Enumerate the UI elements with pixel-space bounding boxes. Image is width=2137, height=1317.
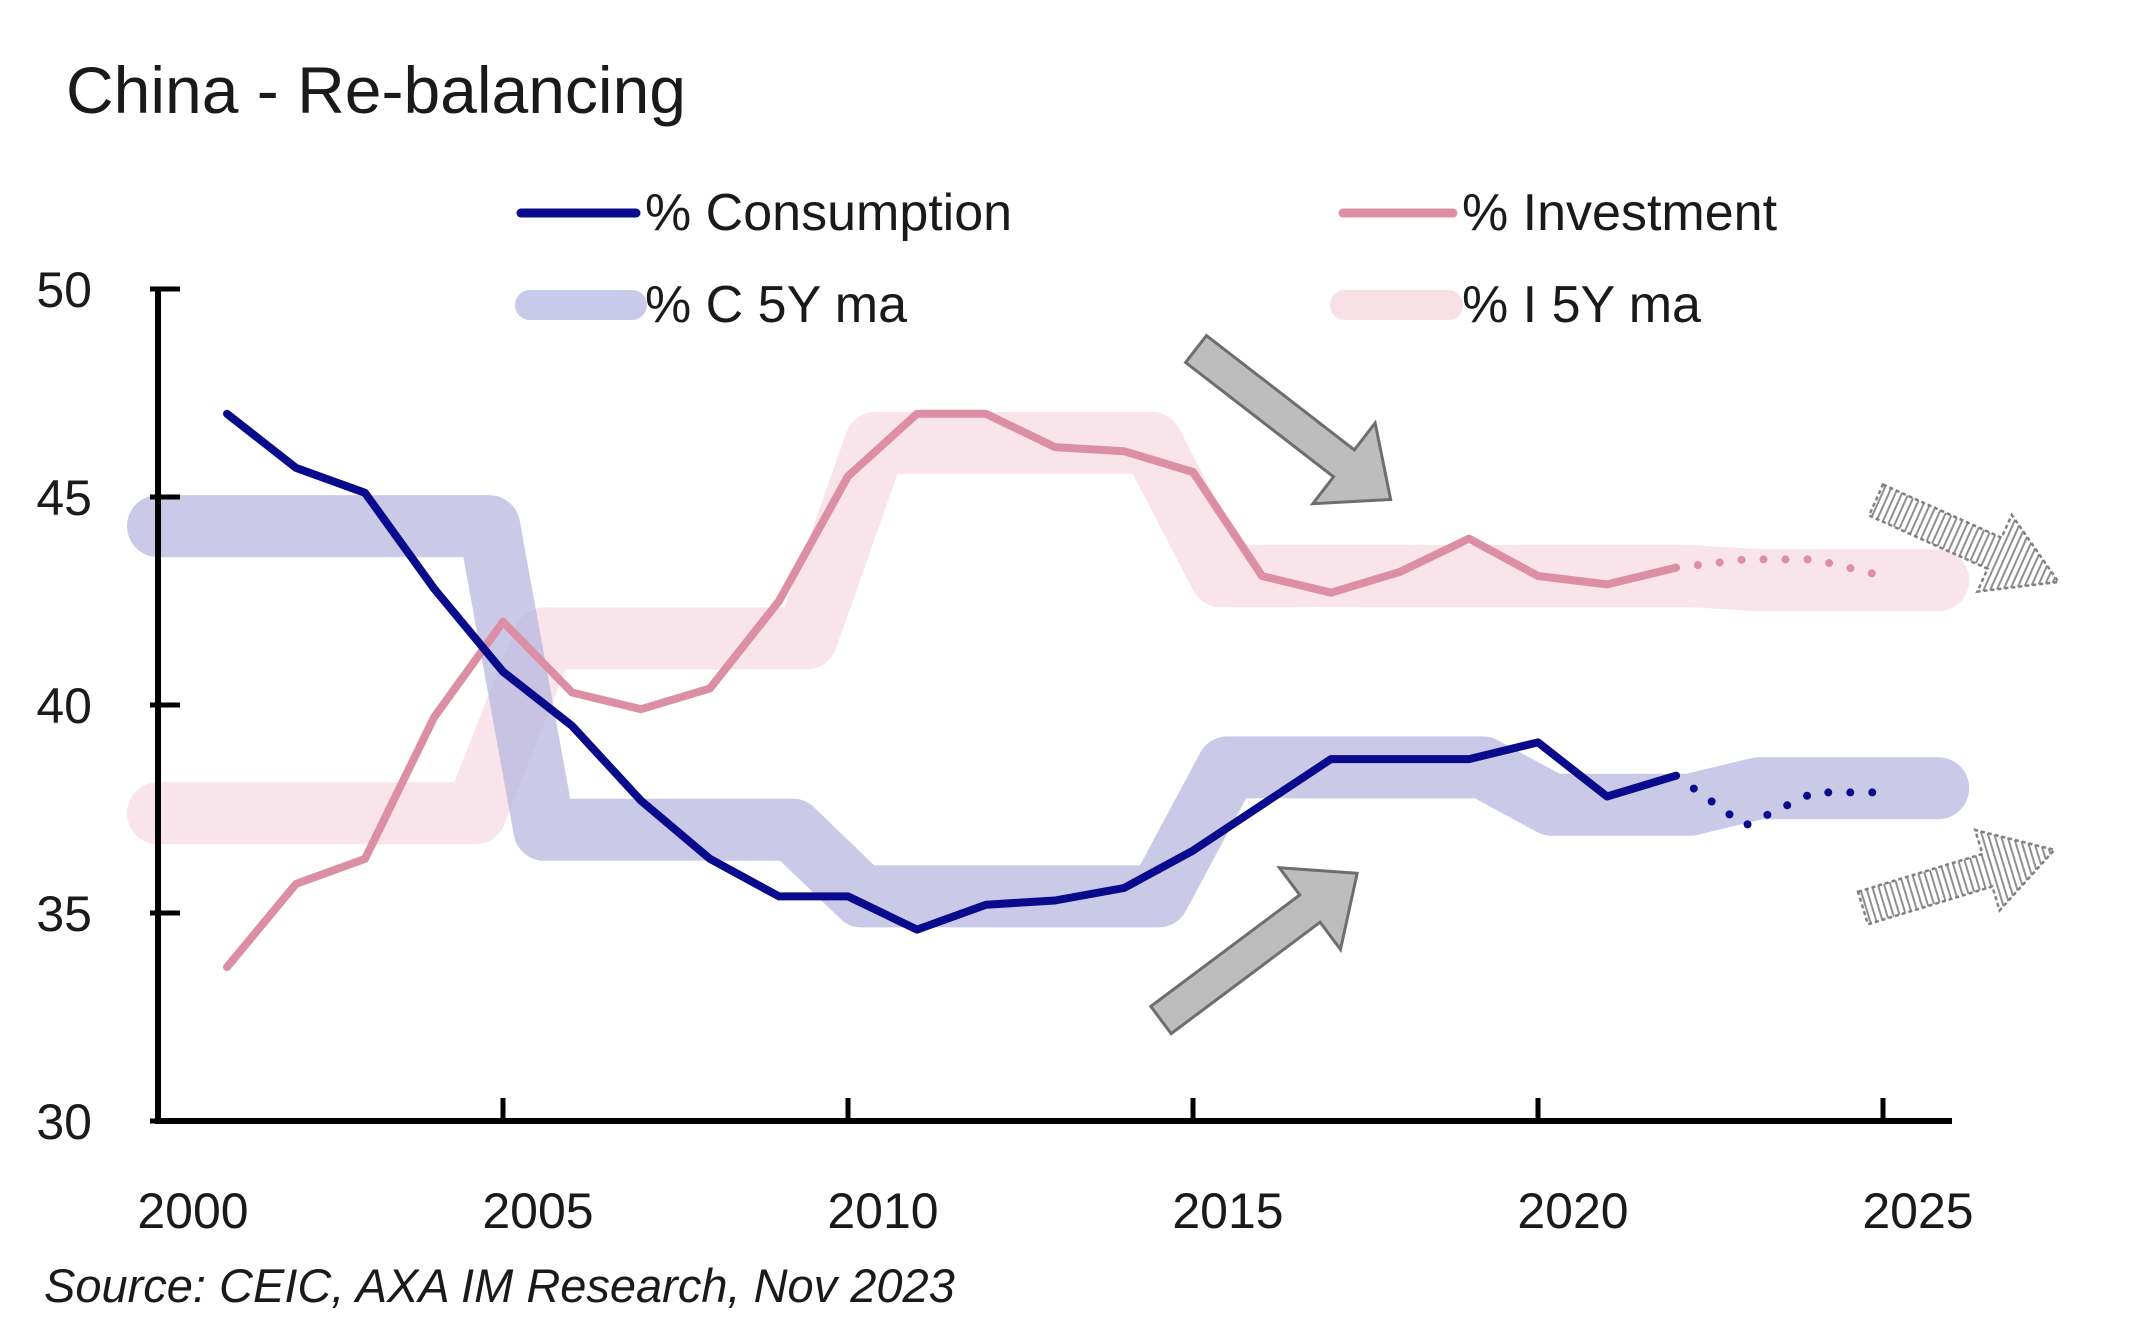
legend-label-consumption: % Consumption [645,184,1012,242]
legend-label-i-5y-ma: % I 5Y ma [1462,276,1701,334]
ma-band-c-5y [127,495,1970,928]
x-axis-ticks: 2000 2005 2010 2015 2020 2025 [137,1098,1974,1239]
moving-average-bands [127,411,1970,928]
arrow-hatched-down-right-icon [1867,482,2061,594]
x-tick-label: 2000 [137,1183,248,1239]
legend-label-c-5y-ma: % C 5Y ma [645,276,907,334]
chart-title: China - Re-balancing [66,53,687,127]
arrow-down-right-icon [1183,333,1393,506]
y-tick-label: 50 [36,262,92,318]
series-line-investment [223,409,1680,972]
x-tick-label: 2010 [827,1183,938,1239]
y-tick-label: 45 [36,470,92,526]
x-tick-label: 2025 [1862,1183,1973,1239]
series-lines [223,409,1887,972]
x-tick-label: 2005 [482,1183,593,1239]
forecast-line-consumption [1672,771,1887,831]
legend: % Consumption % Investment % C 5Y ma % I… [515,184,1778,334]
y-tick-label: 30 [36,1094,92,1150]
x-tick-label: 2015 [1172,1183,1283,1239]
legend-label-investment: % Investment [1462,184,1778,242]
arrow-up-right-icon [1148,866,1360,1036]
axes: 30 35 40 45 50 2000 2005 2010 2015 2020 2025 [36,262,1973,1239]
forecast-line-investment [1672,555,1887,580]
y-axis-ticks: 30 35 40 45 50 [36,262,180,1150]
annotation-arrows [1148,333,2061,1036]
arrow-hatched-up-right-icon [1856,828,2057,926]
y-tick-label: 35 [36,886,92,942]
y-tick-label: 40 [36,678,92,734]
series-line-consumption [223,409,1680,934]
source-note: Source: CEIC, AXA IM Research, Nov 2023 [44,1259,955,1312]
x-tick-label: 2020 [1517,1183,1628,1239]
